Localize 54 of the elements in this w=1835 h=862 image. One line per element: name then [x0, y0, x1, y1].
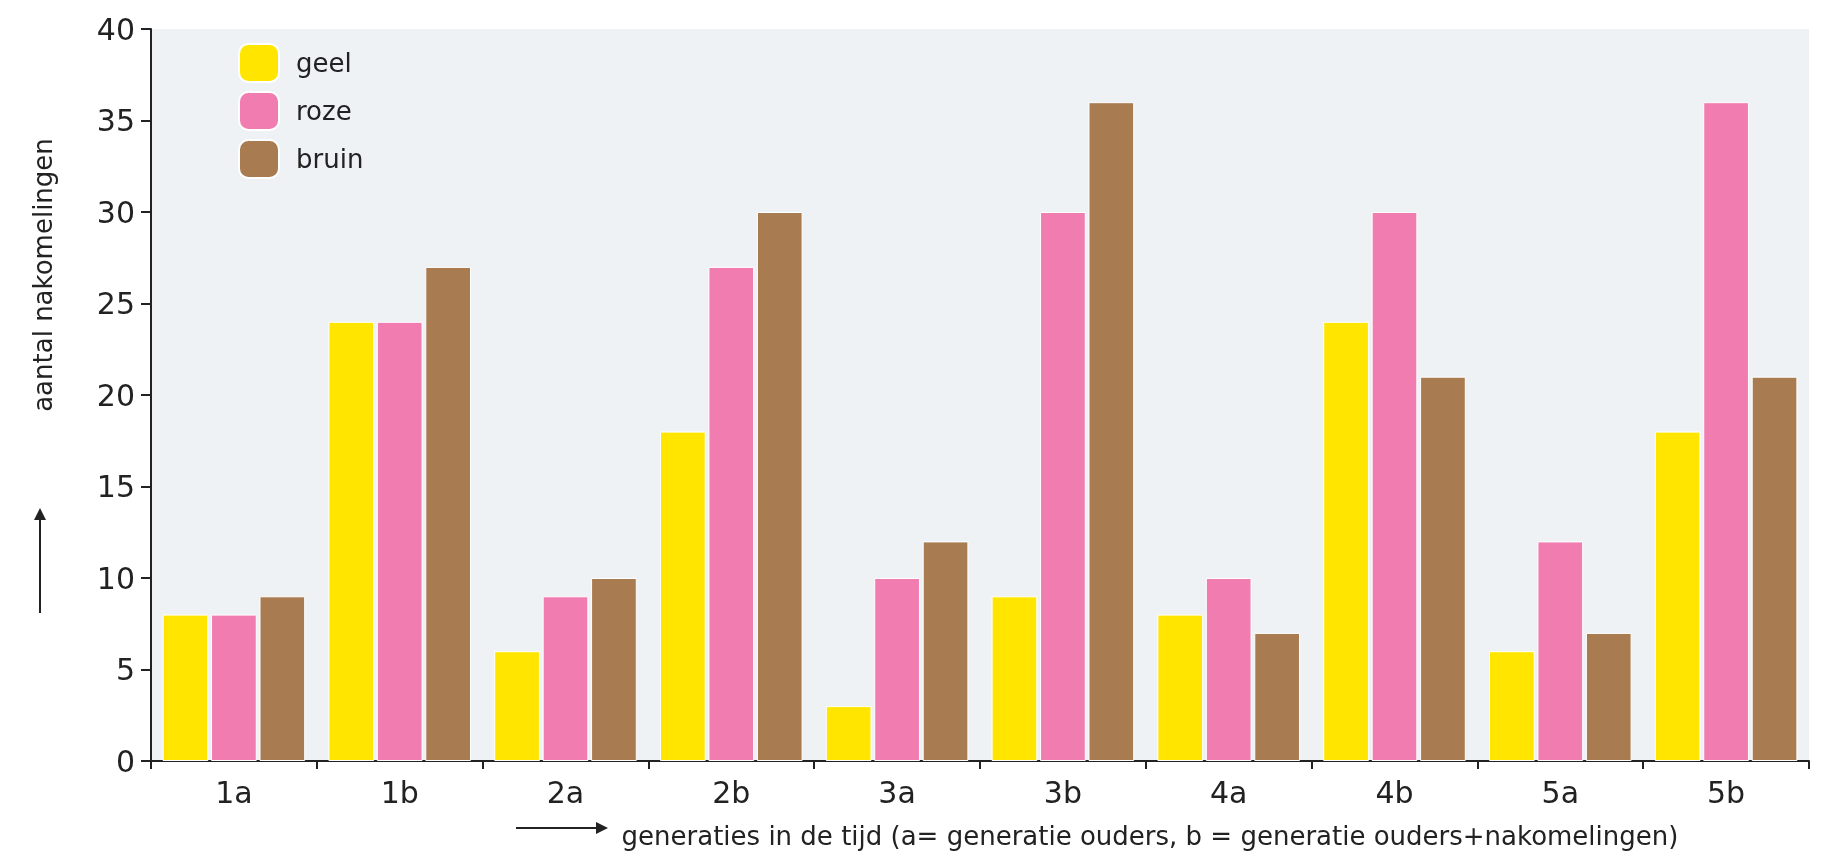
bar — [1703, 102, 1749, 761]
y-tick-label: 5 — [115, 652, 135, 687]
y-tick-label: 0 — [115, 743, 135, 779]
bar — [591, 578, 637, 761]
bar — [1205, 578, 1252, 761]
x-tick-label: 1b — [380, 774, 419, 810]
bar — [1157, 614, 1204, 761]
y-tick-label: 35 — [96, 103, 135, 138]
x-tick-label: 5b — [1707, 774, 1746, 810]
x-tick-label: 5a — [1541, 774, 1580, 810]
bar — [922, 541, 969, 761]
y-axis-title: aantal nakomelingen — [28, 138, 58, 412]
bar — [1323, 321, 1369, 761]
y-tick-label: 20 — [96, 377, 135, 413]
legend-label: geel — [296, 48, 352, 78]
bar — [425, 266, 471, 761]
bar — [494, 651, 540, 761]
bar — [991, 596, 1038, 761]
bar — [211, 614, 257, 761]
y-tick-label: 15 — [96, 469, 135, 504]
bar — [162, 614, 209, 761]
bar — [328, 321, 375, 761]
bar — [1040, 212, 1086, 761]
x-axis-title: generaties in de tijd (a= generatie ouders, b = generatie ouders+nakomelingen) — [621, 821, 1679, 851]
bar — [1585, 632, 1632, 761]
bar — [1371, 212, 1418, 761]
bar — [1420, 376, 1466, 761]
bar — [1751, 376, 1798, 761]
x-tick-label: 4a — [1209, 774, 1248, 810]
x-tick-label: 1a — [215, 774, 253, 810]
bar — [376, 321, 423, 761]
bar — [1254, 632, 1300, 761]
bar — [660, 431, 706, 761]
bar — [825, 706, 872, 761]
legend-label: roze — [296, 96, 352, 126]
x-tick-label: 2b — [712, 774, 751, 810]
bar — [1654, 431, 1701, 761]
x-tick-label: 4b — [1375, 774, 1414, 810]
bar — [874, 578, 920, 761]
bar — [542, 596, 589, 761]
bar — [708, 266, 755, 761]
bar — [259, 596, 306, 761]
x-tick-label: 3a — [878, 774, 916, 810]
legend-label: bruin — [296, 144, 364, 174]
x-tick-label: 2a — [546, 774, 585, 810]
y-tick-label: 30 — [96, 194, 135, 230]
bar — [756, 212, 803, 761]
y-tick-label: 25 — [96, 286, 135, 321]
bar — [1489, 651, 1535, 761]
bar — [1537, 541, 1584, 761]
bar — [1088, 102, 1135, 761]
y-tick-label: 40 — [96, 11, 135, 47]
y-tick-label: 10 — [96, 560, 135, 596]
x-tick-label: 3b — [1043, 774, 1082, 810]
